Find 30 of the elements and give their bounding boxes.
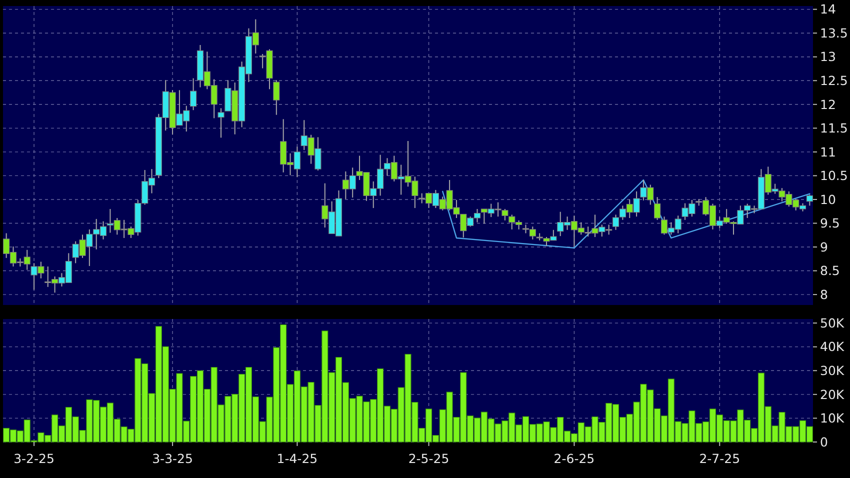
x-tick-label: 3-3-25 [152, 451, 193, 466]
y-tick-label: 10.5 [820, 168, 848, 184]
y-tick-label: 10 [820, 192, 836, 207]
candlestick [218, 108, 224, 138]
y-tick-label: 40K [820, 339, 845, 354]
y-tick-label: 13 [820, 49, 836, 64]
y-tick-label: 8.5 [820, 263, 840, 278]
candlestick [273, 80, 280, 116]
y-tick-label: 13.5 [820, 25, 848, 40]
y-tick-label: 0 [820, 434, 828, 450]
y-tick-label: 9 [820, 239, 828, 254]
line-series [442, 179, 810, 249]
y-tick-label: 30K [820, 363, 845, 378]
x-tick-label: 3-2-25 [14, 451, 54, 466]
candlestick [654, 196, 661, 220]
y-tick-label: 50K [820, 315, 845, 330]
y-tick-label: 12 [820, 96, 836, 112]
y-tick-label: 14 [820, 2, 836, 17]
x-tick-label: 2-6-25 [554, 451, 595, 466]
x-tick-label: 2-5-25 [408, 451, 450, 466]
y-tick-label: 8 [820, 286, 828, 302]
x-tick-label: 1-4-25 [276, 451, 318, 466]
y-tick-label: 9.5 [820, 216, 840, 231]
y-tick-label: 10K [820, 410, 845, 426]
x-tick-label: 2-7-25 [699, 451, 740, 466]
y-tick-label: 12.5 [820, 73, 848, 88]
candlestick [190, 78, 197, 111]
y-tick-label: 20K [820, 386, 845, 402]
y-tick-label: 11 [820, 144, 836, 160]
y-tick-label: 11.5 [820, 120, 848, 136]
